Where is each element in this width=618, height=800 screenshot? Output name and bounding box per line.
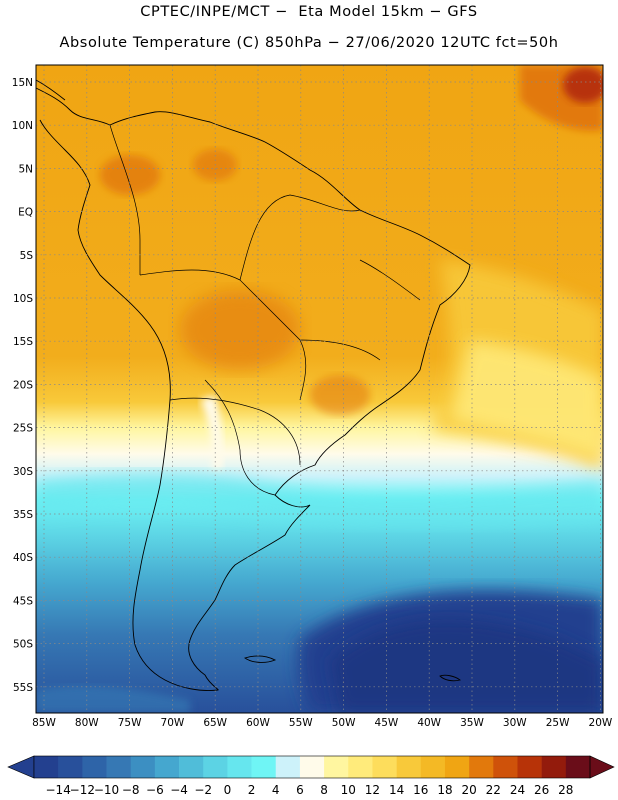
lat-label: 55S [13,682,33,694]
colorbar-swatch [227,756,252,778]
colorbar-swatch [179,756,204,778]
colorbar-label: 24 [510,783,525,797]
colorbar-swatch [420,756,446,778]
colorbar-swatch [493,756,518,778]
colorbar-label: 20 [461,783,476,797]
lat-label: 20S [13,379,33,391]
lon-label: 40W [417,717,441,729]
temperature-field [36,65,603,713]
lat-label: 25S [13,423,33,435]
colorbar-label: 14 [389,783,404,797]
lat-label: 15N [12,77,33,89]
lon-label: 55W [289,717,313,729]
colorbar-swatch [324,756,349,778]
colorbar: −14−12−10 −8 −6 −4 −2 0 2 4 6 8 10 12 14 16 18 20 22 24 26… [7,755,615,797]
lon-label: 60W [246,717,270,729]
lon-label: 65W [203,717,227,729]
lon-label: 35W [460,717,484,729]
colorbar-swatch [154,756,180,778]
colorbar-label: −8 [122,783,140,797]
lon-label: 75W [118,717,142,729]
colorbar-label: 16 [413,783,428,797]
colorbar-swatch [348,756,373,778]
lon-label: 20W [589,717,613,729]
colorbar-swatch [565,756,591,778]
colorbar-label: 22 [486,783,501,797]
chart-title-line-1: CPTEC/INPE/MCT − Eta Model 15km − GFS [140,4,478,20]
latitude-labels: 15N 10N 5N EQ 5S 10S 15S 20S 25S 30S 35S 40S 45S 50S 5… [12,77,34,694]
colorbar-swatch [58,756,83,778]
lon-label: 85W [32,717,56,729]
colorbar-label: 4 [272,783,280,797]
colorbar-label: 28 [558,783,573,797]
lat-label: 15S [13,336,33,348]
colorbar-swatch [517,756,542,778]
longitude-labels: 85W 80W 75W 70W 65W 60W 55W 50W 45W 40W 35W 30W 25W 2… [32,717,613,729]
lon-label: 70W [161,717,185,729]
lat-label: 50S [13,639,33,651]
chart-title-line-2: Absolute Temperature (C) 850hPa − 27/06/… [59,35,559,51]
lat-label: 5N [18,163,33,175]
colorbar-label: 2 [248,783,256,797]
colorbar-label: −6 [146,783,164,797]
colorbar-swatch [396,756,422,778]
colorbar-frame [33,755,591,779]
lat-label: 10S [13,293,33,305]
colorbar-swatch [541,756,567,778]
lon-label: 50W [332,717,356,729]
colorbar-label: 10 [341,783,356,797]
colorbar-label: −12 [70,783,95,797]
coastlines [35,79,471,691]
colorbar-swatch [469,756,494,778]
lat-label: 30S [13,466,33,478]
lon-label: 80W [75,717,99,729]
lat-label: 35S [13,509,33,521]
lat-label: 40S [13,552,33,564]
colorbar-label: 18 [437,783,452,797]
colorbar-label: 6 [296,783,304,797]
colorbar-swatch [106,756,131,778]
colorbar-min-arrow [7,755,35,779]
colorbar-swatch [275,756,301,778]
colorbar-label: 26 [534,783,549,797]
lon-label: 25W [546,717,570,729]
colorbar-swatch [444,756,470,778]
colorbar-label: 12 [365,783,380,797]
lon-label: 30W [503,717,527,729]
colorbar-label: 8 [320,783,328,797]
colorbar-label: −4 [170,783,188,797]
lat-label: 10N [12,120,33,132]
lat-label: EQ [18,207,33,219]
colorbar-label: 0 [224,783,232,797]
colorbar-label: −14 [46,783,71,797]
map-frame [35,64,604,714]
colorbar-swatch [203,756,228,778]
colorbar-swatch [251,756,277,778]
colorbar-swatch [82,756,107,778]
colorbar-label: −10 [94,783,119,797]
colorbar-swatch [299,756,325,778]
lon-label: 45W [375,717,399,729]
colorbar-swatch [34,756,59,778]
colorbar-label: −2 [194,783,212,797]
lat-label: 5S [20,250,34,262]
colorbar-swatch [130,756,156,778]
lat-label: 45S [13,595,33,607]
map-grid [36,65,603,713]
colorbar-swatch [372,756,397,778]
colorbar-max-arrow [589,755,615,779]
